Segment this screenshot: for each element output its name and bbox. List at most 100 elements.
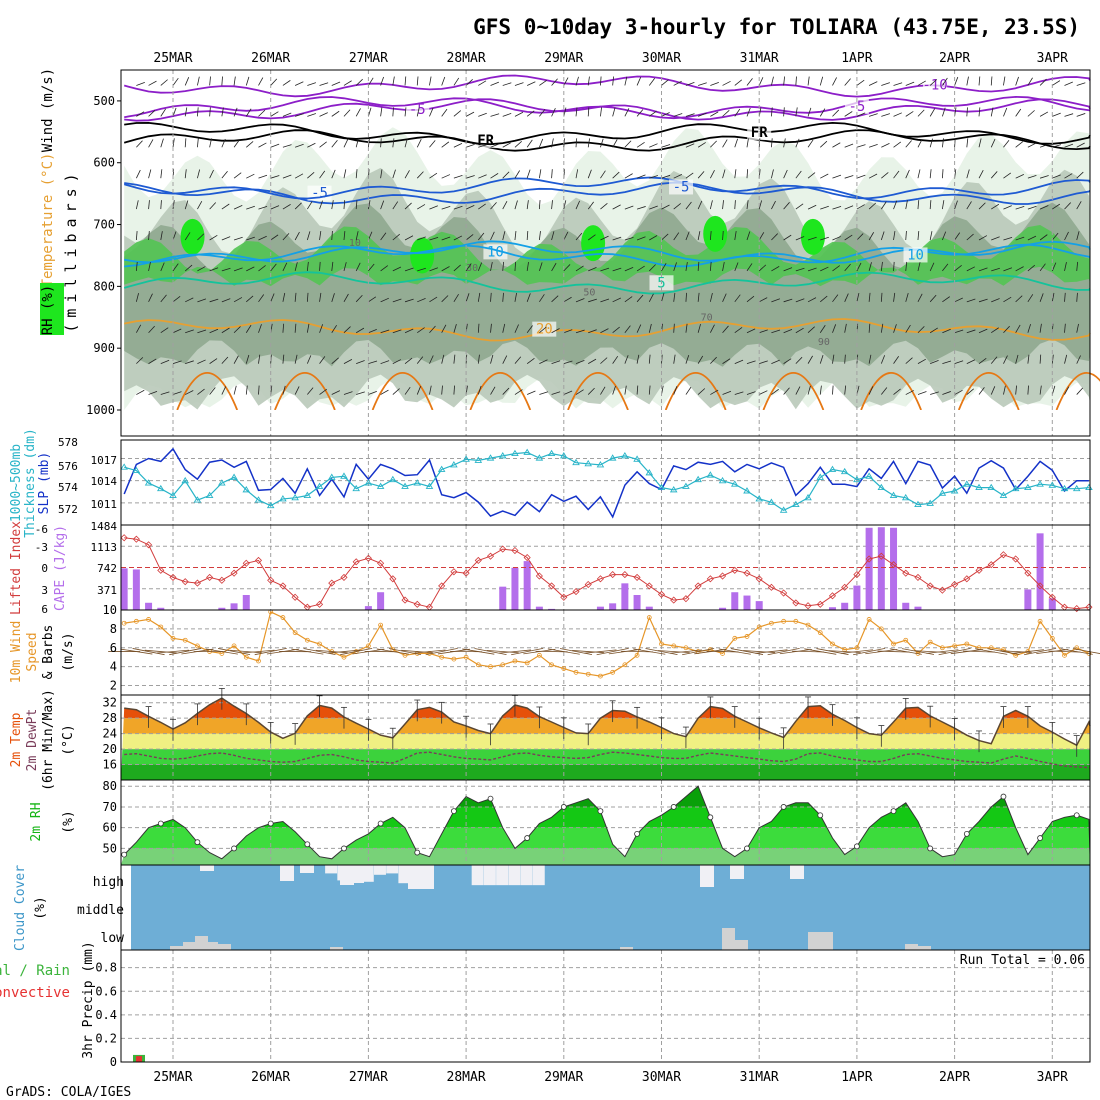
cape-bar-9	[230, 603, 238, 610]
upper-wind-barb	[832, 354, 835, 364]
warm-bump-5	[664, 372, 727, 411]
wind10m-point-76	[1049, 635, 1055, 641]
upper-wind-barb	[966, 329, 976, 334]
upper-wind-barb	[734, 262, 739, 272]
upper-wind-barb	[331, 390, 341, 395]
date-label-bottom-29mar: 29MAR	[544, 1070, 583, 1085]
upper-wind-barb	[942, 263, 949, 272]
upper-wind-barb	[441, 141, 450, 148]
upper-wind-barb	[1064, 143, 1074, 148]
upper-wind-barb	[587, 387, 595, 395]
upper-wind-barb	[307, 387, 314, 395]
thickness-point-58	[828, 465, 837, 472]
upper-wind-barb	[465, 175, 475, 179]
wind10m-point-62	[878, 626, 884, 632]
upper-wind-barb	[673, 144, 683, 148]
cloud-high-patch-9	[790, 865, 804, 879]
date-label-top-2apr: 2APR	[939, 51, 970, 66]
li-point-39	[596, 575, 605, 583]
upper-wind-barb	[429, 172, 438, 179]
li-point-0	[120, 534, 128, 542]
upper-wind-barb	[184, 264, 193, 272]
upper-wind-barb	[209, 169, 214, 179]
upper-wind-barb	[1003, 325, 1010, 334]
upper-wind-barb	[991, 203, 1000, 210]
cloud-low-patch-10	[820, 932, 833, 950]
upper-wind-barb	[636, 354, 640, 364]
upper-wind-barb	[820, 266, 829, 272]
upper-wind-barb	[881, 113, 891, 117]
isotherm-10	[124, 318, 1091, 342]
upper-wind-barb	[917, 80, 926, 86]
upper-wind-barb	[710, 389, 719, 395]
wind10m-barb-66	[914, 650, 947, 653]
upper-wind-barb	[575, 169, 579, 179]
upper-wind-barb	[282, 323, 285, 333]
upper-wind-barb	[416, 107, 420, 117]
upper-wind-barb	[758, 264, 767, 272]
upper-wind-barb	[1064, 323, 1066, 333]
upper-wind-barb	[905, 81, 915, 86]
upper-wind-barb	[490, 202, 497, 210]
upper-wind-barb	[1015, 385, 1017, 395]
li-point-49	[718, 572, 727, 580]
isotherm-6	[123, 176, 1091, 200]
wind10m-barb-51	[730, 648, 764, 655]
upper-wind-barb	[673, 292, 676, 302]
upper-wind-barb	[270, 111, 279, 117]
thickness-point-62	[877, 483, 886, 491]
upper-wind-barb	[209, 202, 217, 210]
wind10m-point-31	[500, 662, 506, 668]
wind10m-point-16	[317, 641, 322, 647]
upper-wind-barb	[233, 139, 240, 148]
upper-wind-barb	[746, 295, 755, 303]
upper-wind-barb	[722, 261, 725, 271]
rh2m-point-36	[560, 804, 567, 810]
upper-wind-barb	[917, 391, 927, 395]
upper-wind-barb	[441, 206, 451, 210]
precip-tick-label: 0.8	[95, 961, 117, 975]
upper-wind-barb	[685, 143, 695, 148]
upper-wind-barb	[832, 142, 841, 148]
thickness-point-5	[181, 476, 190, 484]
cape-tick-label: 742	[97, 562, 117, 575]
rh2m-point-42	[634, 831, 640, 837]
cape-tick-label: 371	[97, 584, 117, 597]
upper-wind-barb	[514, 356, 522, 364]
li-point-6	[193, 579, 201, 587]
wind10m-point-61	[866, 617, 872, 622]
temp-band-2	[121, 733, 1090, 750]
cape-label: CAPE (J/kg)	[53, 525, 68, 611]
upper-wind-barb	[832, 77, 837, 86]
thickness-point-37	[572, 458, 580, 466]
upper-wind-barb	[307, 142, 316, 148]
upper-wind-barb	[502, 323, 506, 333]
upper-wind-barb	[929, 79, 938, 86]
upper-wind-barb	[807, 355, 813, 364]
upper-wind-barb	[1076, 231, 1080, 241]
thickness-point-4	[169, 491, 177, 498]
thickness-point-74	[1024, 483, 1032, 491]
wind10m-barb-47	[682, 647, 715, 656]
upper-wind-barb	[673, 323, 675, 333]
li-point-7	[206, 573, 214, 581]
rh-contour-label-3: 70	[701, 312, 713, 323]
upper-wind-barb	[307, 113, 317, 117]
upper-wind-barb	[624, 205, 634, 210]
upper-wind-barb	[429, 205, 438, 210]
thickness-point-42	[633, 455, 641, 462]
rh2m-band-1	[121, 827, 1090, 849]
upper-wind-barb	[392, 107, 394, 117]
upper-air-below-ground	[121, 410, 1090, 436]
upper-wind-barb	[1052, 203, 1061, 210]
upper-wind-barb	[526, 200, 529, 210]
upper-wind-barb	[600, 328, 609, 334]
cloud-high-26	[471, 865, 484, 886]
wind10m-point-14	[292, 630, 298, 636]
upper-wind-barb	[673, 386, 678, 395]
upper-wind-barb	[1039, 354, 1042, 364]
wind10m-label-3: & Barbs	[41, 625, 56, 680]
upper-wind-barb	[746, 78, 753, 86]
upper-wind-barb	[1015, 108, 1022, 117]
rh2m-point-30	[487, 795, 494, 802]
